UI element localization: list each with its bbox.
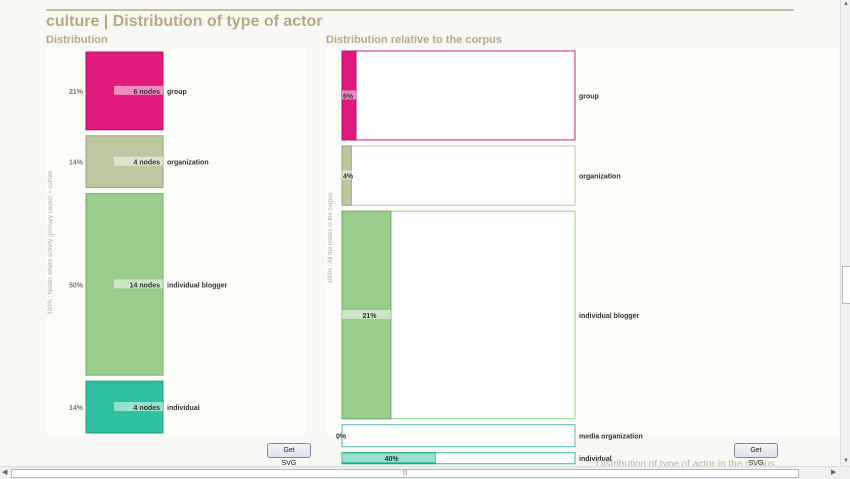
value-label-bg [114, 402, 163, 412]
category-label: group [579, 93, 599, 100]
y-axis-label: 100% : Nodes where activity (primary cau… [48, 170, 54, 315]
y-axis-label: 100% : All the nodes in the corpus [328, 193, 334, 284]
title-rule [46, 9, 794, 11]
percent-label: 40% [385, 456, 400, 463]
percent-label: 6% [343, 93, 354, 100]
category-label: organization [167, 160, 209, 167]
value-label: 4 nodes [134, 160, 161, 167]
vertical-scrollbar[interactable]: ▲ ▼ [840, 0, 850, 466]
value-label-bg [114, 156, 163, 166]
category-label: individual blogger [167, 282, 228, 289]
get-svg-button-left[interactable]: Get SVG [267, 443, 311, 467]
vertical-scroll-thumb[interactable] [842, 266, 850, 304]
value-label: 4 nodes [134, 405, 161, 412]
corpus-box-organization [341, 145, 576, 206]
percent-label: 14% [69, 405, 84, 412]
footer-caption: Distribution of type of actor in the cor… [596, 459, 775, 470]
category-label: organization [579, 174, 621, 181]
scroll-down-arrow-icon[interactable]: ▼ [843, 458, 849, 464]
horizontal-scroll-thumb[interactable]: ||| [11, 469, 799, 478]
category-label: individual [579, 456, 612, 463]
value-label: 6 nodes [134, 89, 161, 96]
page-title: culture | Distribution of type of actor [46, 13, 323, 30]
scroll-right-arrow-icon[interactable]: ▶ [831, 469, 837, 476]
category-label: individual blogger [579, 313, 640, 320]
value-label-bg [342, 453, 436, 463]
value-label-bg [342, 90, 356, 100]
value-label-bg [114, 85, 163, 95]
corpus-box-group [341, 50, 576, 141]
value-label-bg [342, 170, 356, 180]
value-label-bg [342, 309, 391, 319]
corpus-box-media-organization [341, 424, 576, 448]
distribution-chart: 6 nodes 21% group 4 nodes 14% organization 14 … [48, 51, 228, 434]
scroll-left-arrow-icon[interactable]: ◀ [2, 469, 8, 476]
percent-label: 21% [362, 313, 377, 320]
percent-label: 14% [69, 160, 84, 167]
left-section-title: Distribution [46, 34, 108, 46]
value-label-bg [114, 279, 163, 289]
right-section-title: Distribution relative to the corpus [326, 34, 503, 46]
relative-distribution-chart: 6% group 4% organization 21% individual blogg… [328, 50, 643, 479]
horizontal-scrollbar[interactable]: ◀ ||| ▶ [0, 466, 850, 479]
scroll-up-arrow-icon[interactable]: ▲ [843, 1, 849, 7]
relative-distribution-panel: 6% group 4% organization 21% individual blogg… [325, 48, 839, 479]
category-label: group [167, 89, 187, 96]
percent-label: 0% [336, 434, 347, 441]
category-label: media organization [579, 434, 643, 441]
distribution-panel: 6 nodes 21% group 4 nodes 14% organization 14 … [46, 48, 306, 435]
percent-label: 50% [69, 282, 84, 289]
percent-label: 21% [69, 89, 84, 96]
value-label: 14 nodes [130, 282, 160, 289]
get-svg-button-right[interactable]: Get SVG [734, 443, 778, 467]
category-label: individual [167, 405, 200, 412]
percent-label: 4% [343, 174, 354, 181]
